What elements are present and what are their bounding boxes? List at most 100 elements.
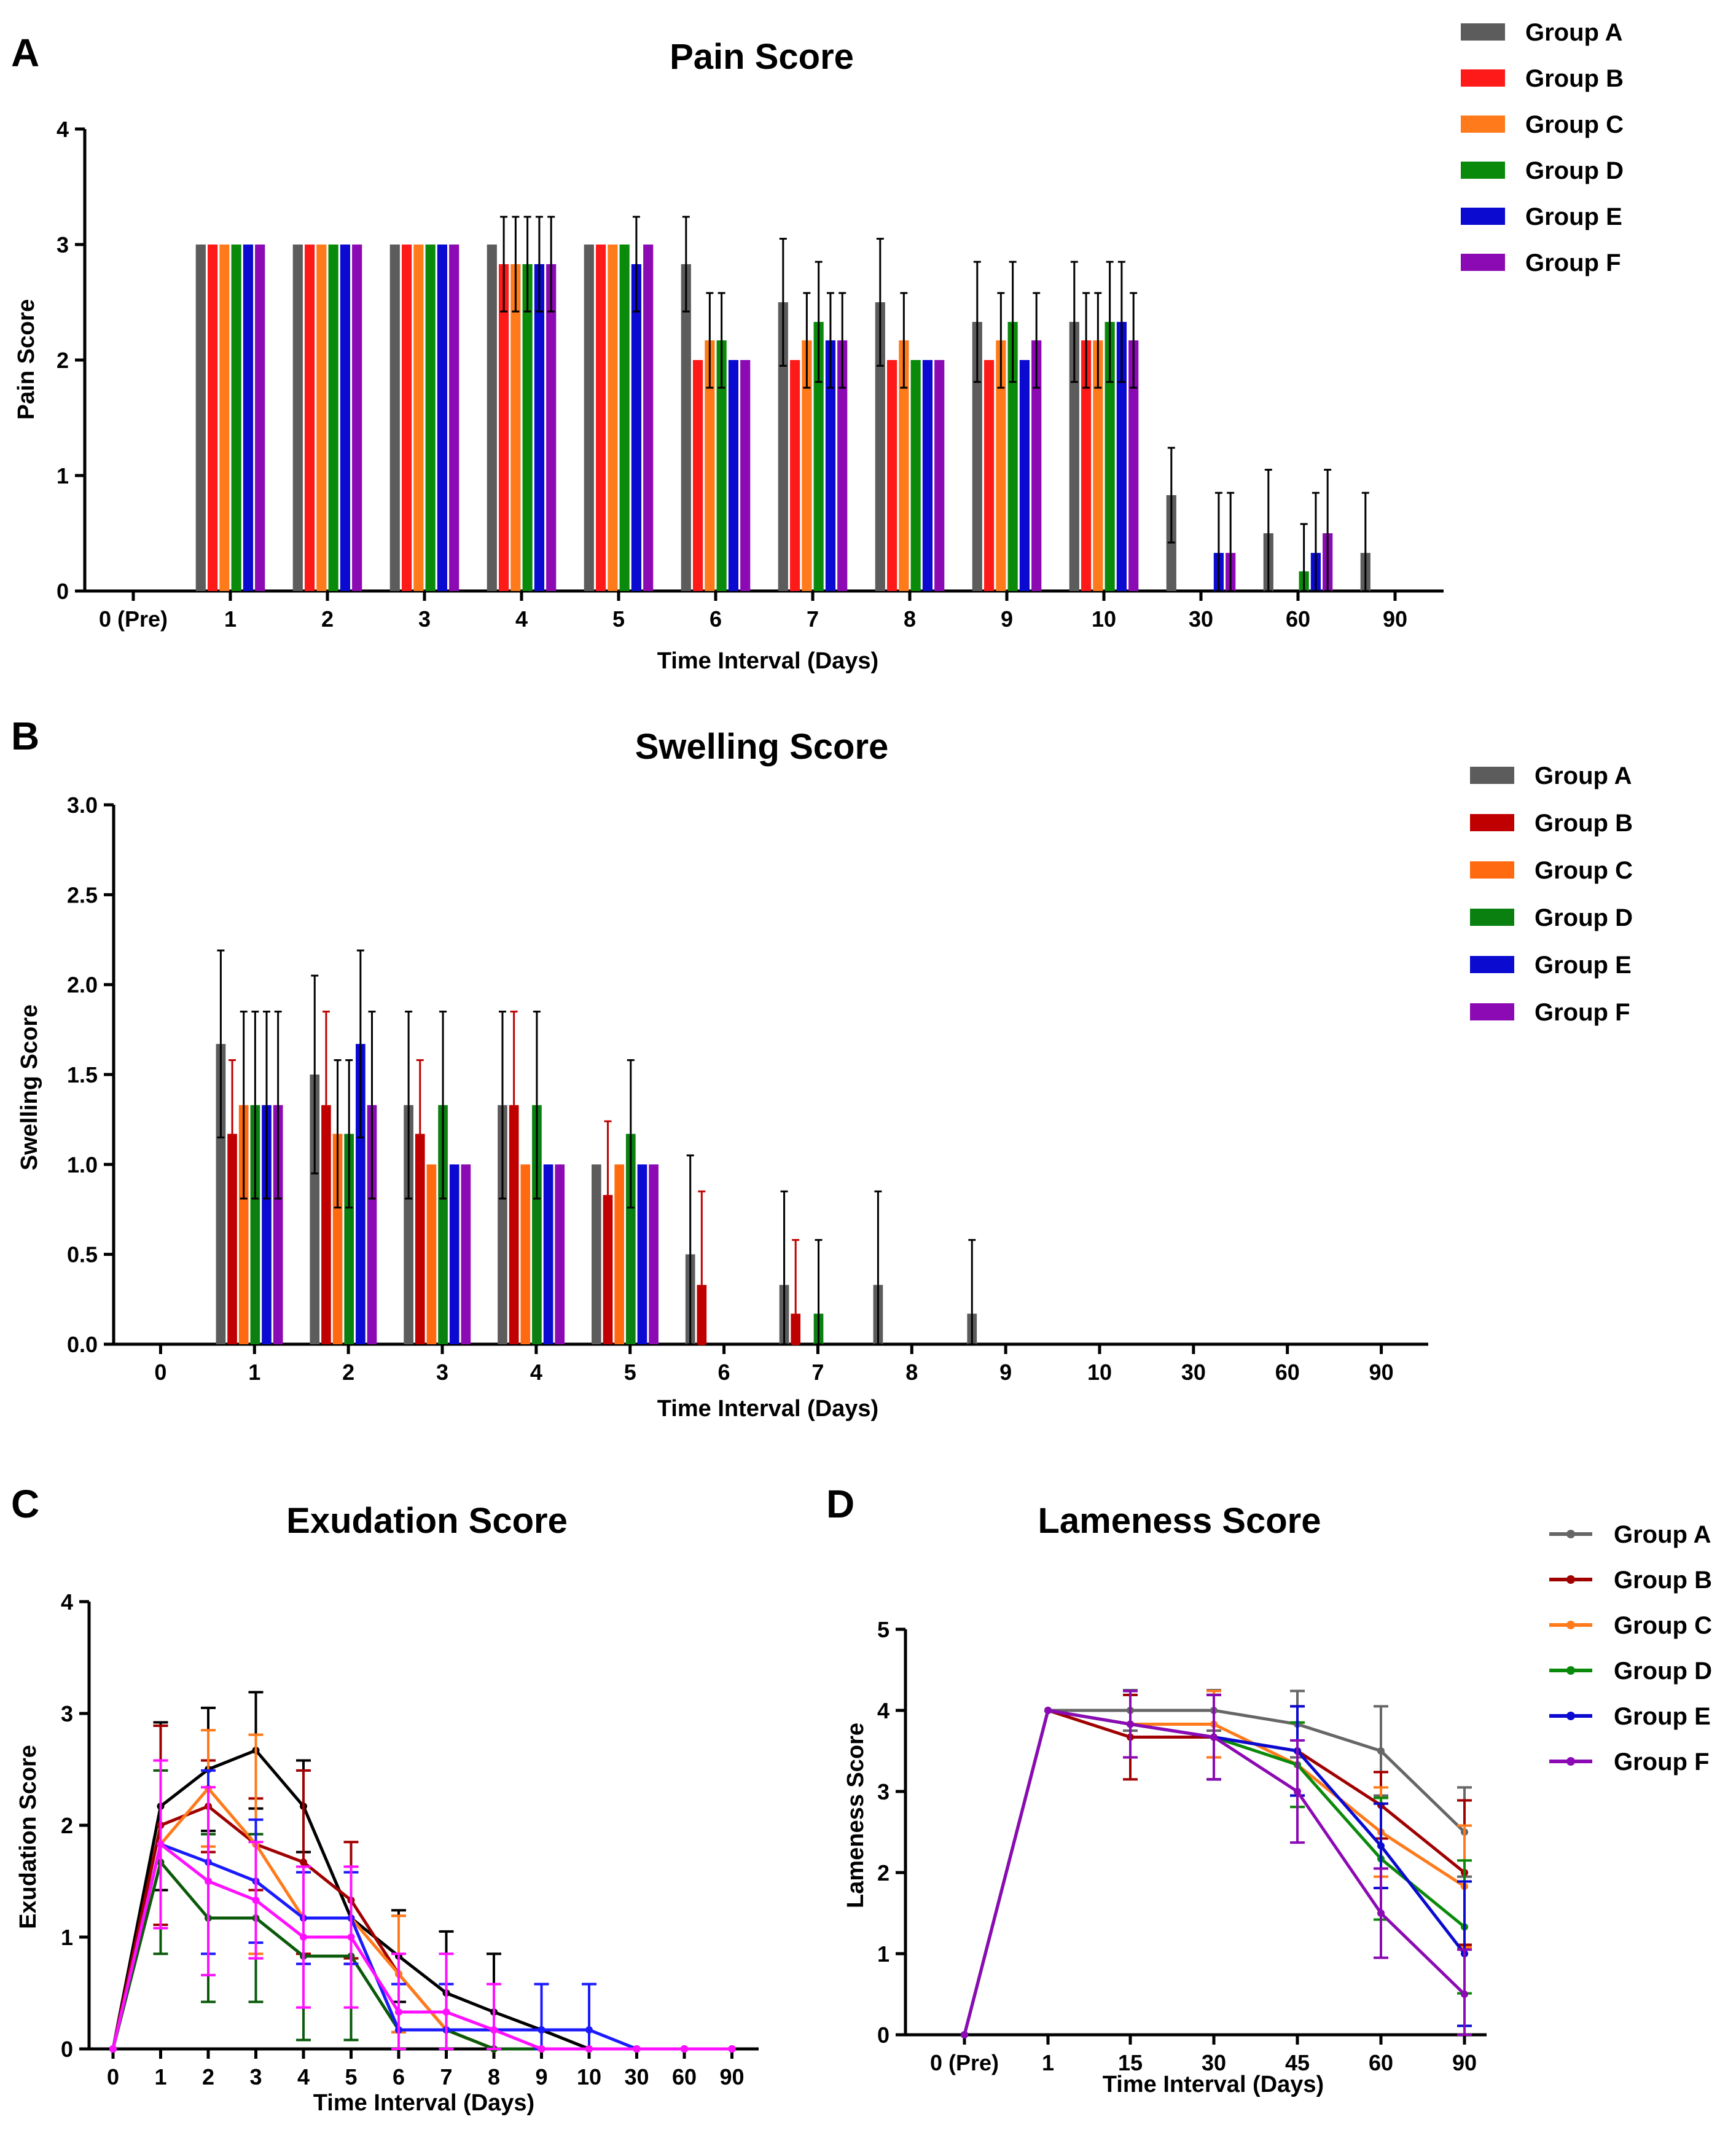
panel-b-title: Swelling Score xyxy=(635,727,889,767)
panel-a-legend-label: Group E xyxy=(1525,203,1622,230)
panel-a-bar xyxy=(219,245,230,591)
panel-a-bar xyxy=(1069,321,1079,591)
panel-c-xtick-label: 3 xyxy=(249,2064,262,2089)
panel-a-bar xyxy=(1128,340,1139,591)
panel-d-point xyxy=(1127,1720,1134,1728)
panel-d-legend-marker xyxy=(1566,1712,1575,1720)
panel-b-ytick-label: 2.5 xyxy=(67,882,98,907)
panel-b-bar xyxy=(332,1134,343,1344)
panel-b-bar xyxy=(532,1105,542,1344)
panel-a-bar xyxy=(996,340,1006,591)
panel-b-ytick-label: 2.0 xyxy=(67,973,98,998)
panel-c-plot: 0 1 2 3 4 0 1 2 3 4 5 6 7 8 9 10 30 60 90 xyxy=(61,1589,759,2089)
panel-b-xtick-label: 4 xyxy=(530,1360,542,1385)
panel-a-title: Pain Score xyxy=(670,37,854,77)
panel-d-legend-label: Group C xyxy=(1614,1612,1712,1639)
panel-b-bar xyxy=(262,1105,272,1344)
panel-c-ytick-label: 0 xyxy=(61,2037,73,2062)
panel-b-ytick-label: 0.0 xyxy=(67,1332,98,1357)
panel-a-xtick-label: 3 xyxy=(418,606,431,632)
panel-a-legend-swatch xyxy=(1461,208,1505,225)
panel-a-xtick-label: 0 (Pre) xyxy=(99,606,168,632)
panel-d-ytick-label: 5 xyxy=(877,1617,890,1642)
panel-a-bar xyxy=(487,245,497,591)
panel-b-bar xyxy=(415,1134,425,1344)
panel-d-legend-label: Group B xyxy=(1614,1567,1712,1594)
panel-b-bar xyxy=(649,1164,659,1344)
panel-a-xtick-label: 9 xyxy=(1001,606,1013,632)
panel-b-bar xyxy=(520,1164,531,1344)
panel-a-bar xyxy=(728,360,739,591)
panel-c-point xyxy=(490,2026,498,2034)
panel-a-label: A xyxy=(11,31,39,75)
panel-a-bar xyxy=(389,245,400,591)
panel-a-xtick-label: 5 xyxy=(612,606,625,632)
panel-c-xtick-label: 0 xyxy=(107,2064,119,2089)
panel-d-point xyxy=(1377,1747,1385,1755)
panel-a-ytick-label: 4 xyxy=(57,117,69,142)
panel-b-bar xyxy=(438,1105,448,1344)
panel-b-bar xyxy=(356,1044,366,1344)
panel-d-xtick-label: 1 xyxy=(1042,2050,1054,2075)
panel-a-bar xyxy=(825,340,836,591)
panel-a-bar xyxy=(692,360,703,591)
panel-b-ylabel: Swelling Score xyxy=(17,1004,42,1170)
panel-b-legend-swatch xyxy=(1470,861,1514,879)
panel-d-legend-label: Group A xyxy=(1614,1521,1711,1548)
panel-a-xtick-label: 4 xyxy=(515,606,528,632)
panel-a-xlabel: Time Interval (Days) xyxy=(657,648,878,674)
panel-b-legend-label: Group B xyxy=(1535,810,1633,837)
panel-a-bar xyxy=(207,245,218,591)
panel-b-bar xyxy=(310,1075,320,1344)
panel-b-bar xyxy=(555,1164,565,1344)
panel-b-xtick-label: 5 xyxy=(624,1360,636,1385)
panel-d-point xyxy=(1461,1991,1468,1998)
panel-d-ylabel: Lameness Score xyxy=(843,1723,869,1908)
panel-a-bar xyxy=(231,245,241,591)
panel-d-point xyxy=(1294,1788,1301,1795)
panel-c-xtick-label: 8 xyxy=(488,2064,500,2089)
panel-a-bar xyxy=(584,245,594,591)
panel-c-xlabel: Time Interval (Days) xyxy=(313,2090,534,2116)
panel-b-bar xyxy=(625,1134,636,1344)
panel-d-legend-marker xyxy=(1566,1530,1575,1538)
panel-c-series-line xyxy=(111,1842,732,2051)
panel-a-bar xyxy=(534,264,545,592)
panel-d-xtick-label: 0 (Pre) xyxy=(930,2050,999,2075)
panel-c-point xyxy=(300,1933,307,1941)
panel-b-xtick-label: 8 xyxy=(905,1360,918,1385)
panel-c-title: Exudation Score xyxy=(286,1501,568,1541)
panel-a-legend: Group A Group B Group C Group D Group E Group… xyxy=(1461,19,1624,276)
panel-a-legend-swatch xyxy=(1461,162,1505,179)
panel-c-xtick-label: 5 xyxy=(345,2064,357,2089)
panel-d-point xyxy=(1044,1707,1052,1714)
panel-b-legend-swatch xyxy=(1470,1003,1514,1020)
panel-d-point xyxy=(1210,1733,1218,1741)
panel-d-xtick-label: 60 xyxy=(1369,2050,1393,2075)
panel-b-bar xyxy=(509,1105,519,1344)
panel-b-bar xyxy=(449,1164,459,1344)
panel-a-legend-label: Group A xyxy=(1525,19,1623,46)
panel-b-bar xyxy=(250,1105,260,1344)
panel-a-legend-swatch xyxy=(1461,23,1505,41)
panel-d-legend: Group A Group B Group C Group D Group E Group… xyxy=(1549,1521,1712,1776)
panel-a-bar xyxy=(875,302,885,591)
panel-a-xtick-label: 60 xyxy=(1286,606,1310,632)
panel-a-xtick-label: 7 xyxy=(807,606,819,632)
panel-b-bar xyxy=(216,1044,226,1344)
panel-b-bar xyxy=(238,1105,249,1344)
panel-a-bar xyxy=(1116,321,1127,591)
panel-c-xtick-label: 60 xyxy=(672,2064,697,2089)
panel-d-ytick-label: 3 xyxy=(877,1779,890,1804)
panel-b-legend-label: Group C xyxy=(1535,857,1633,884)
panel-d-xtick-label: 15 xyxy=(1118,2050,1143,2075)
panel-a-legend-label: Group C xyxy=(1525,111,1624,138)
panel-a-bar xyxy=(498,264,509,592)
panel-c-ytick-label: 3 xyxy=(61,1701,73,1726)
panel-c-point xyxy=(300,1858,307,1866)
panel-a-bar xyxy=(522,264,533,592)
panel-a-bar xyxy=(922,360,933,591)
panel-d-point xyxy=(1377,1909,1385,1917)
panel-c-point xyxy=(538,2026,545,2034)
